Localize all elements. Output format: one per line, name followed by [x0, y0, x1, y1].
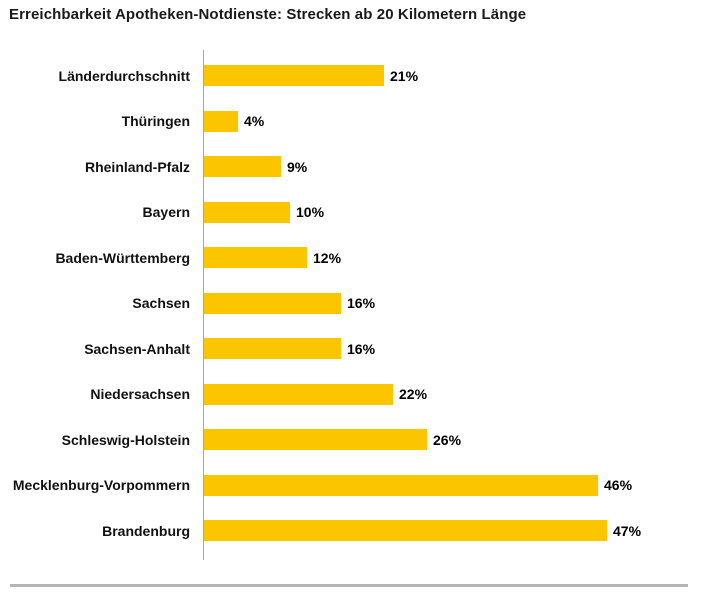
category-label: Sachsen — [132, 295, 190, 312]
chart-title: Erreichbarkeit Apotheken-Notdienste: Str… — [9, 6, 527, 23]
bar-row: Baden-Württemberg 12% — [0, 235, 704, 281]
category-label: Sachsen-Anhalt — [84, 340, 190, 357]
value-label: 16% — [347, 295, 376, 312]
bar — [204, 110, 238, 132]
bar-row: Niedersachsen 22% — [0, 372, 704, 418]
bar-track: 12% — [197, 235, 704, 281]
bar-row: Länderdurchschnitt 21% — [0, 53, 704, 99]
value-label: 47% — [613, 522, 642, 539]
bar-row: Sachsen 16% — [0, 281, 704, 327]
category-label: Niedersachsen — [90, 386, 190, 403]
bar-track: 26% — [197, 417, 704, 463]
bar-row: Bayern 10% — [0, 190, 704, 236]
bar-track: 4% — [197, 99, 704, 145]
bar — [204, 65, 384, 87]
category-label: Länderdurchschnitt — [58, 67, 190, 84]
value-label: 4% — [244, 113, 265, 130]
bar — [204, 247, 307, 269]
bar — [204, 383, 393, 405]
bar — [204, 292, 341, 314]
bar-row: Mecklenburg-Vorpommern 46% — [0, 463, 704, 509]
value-label: 16% — [347, 340, 376, 357]
bottom-divider — [10, 584, 688, 587]
bar-track: 47% — [197, 508, 704, 554]
value-label: 22% — [399, 386, 428, 403]
bar — [204, 520, 607, 542]
bar — [204, 201, 290, 223]
bar-track: 22% — [197, 372, 704, 418]
category-label: Bayern — [142, 204, 190, 221]
bar — [204, 156, 281, 178]
category-label: Mecklenburg-Vorpommern — [12, 477, 190, 494]
bar-track: 16% — [197, 281, 704, 327]
bar-row: Rheinland-Pfalz 9% — [0, 144, 704, 190]
value-label: 12% — [313, 249, 342, 266]
category-label: Thüringen — [121, 113, 190, 130]
value-label: 9% — [287, 158, 308, 175]
category-label: Brandenburg — [102, 522, 190, 539]
bar-track: 16% — [197, 326, 704, 372]
category-label: Rheinland-Pfalz — [84, 158, 190, 175]
bar-row: Thüringen 4% — [0, 99, 704, 145]
category-label: Schleswig-Holstein — [61, 431, 190, 448]
bar-track: 21% — [197, 53, 704, 99]
y-axis-line — [203, 50, 204, 560]
bar — [204, 429, 427, 451]
bar-track: 10% — [197, 190, 704, 236]
category-label: Baden-Württemberg — [55, 249, 190, 266]
bar-rows: Länderdurchschnitt 21% Thüringen 4% Rhei… — [0, 53, 704, 554]
bar-row: Schleswig-Holstein 26% — [0, 417, 704, 463]
bar-track: 46% — [197, 463, 704, 509]
value-label: 21% — [390, 67, 419, 84]
value-label: 46% — [604, 477, 633, 494]
bar — [204, 474, 598, 496]
value-label: 26% — [433, 431, 462, 448]
bar-row: Sachsen-Anhalt 16% — [0, 326, 704, 372]
bar — [204, 338, 341, 360]
value-label: 10% — [296, 204, 325, 221]
bar-track: 9% — [197, 144, 704, 190]
bar-row: Brandenburg 47% — [0, 508, 704, 554]
